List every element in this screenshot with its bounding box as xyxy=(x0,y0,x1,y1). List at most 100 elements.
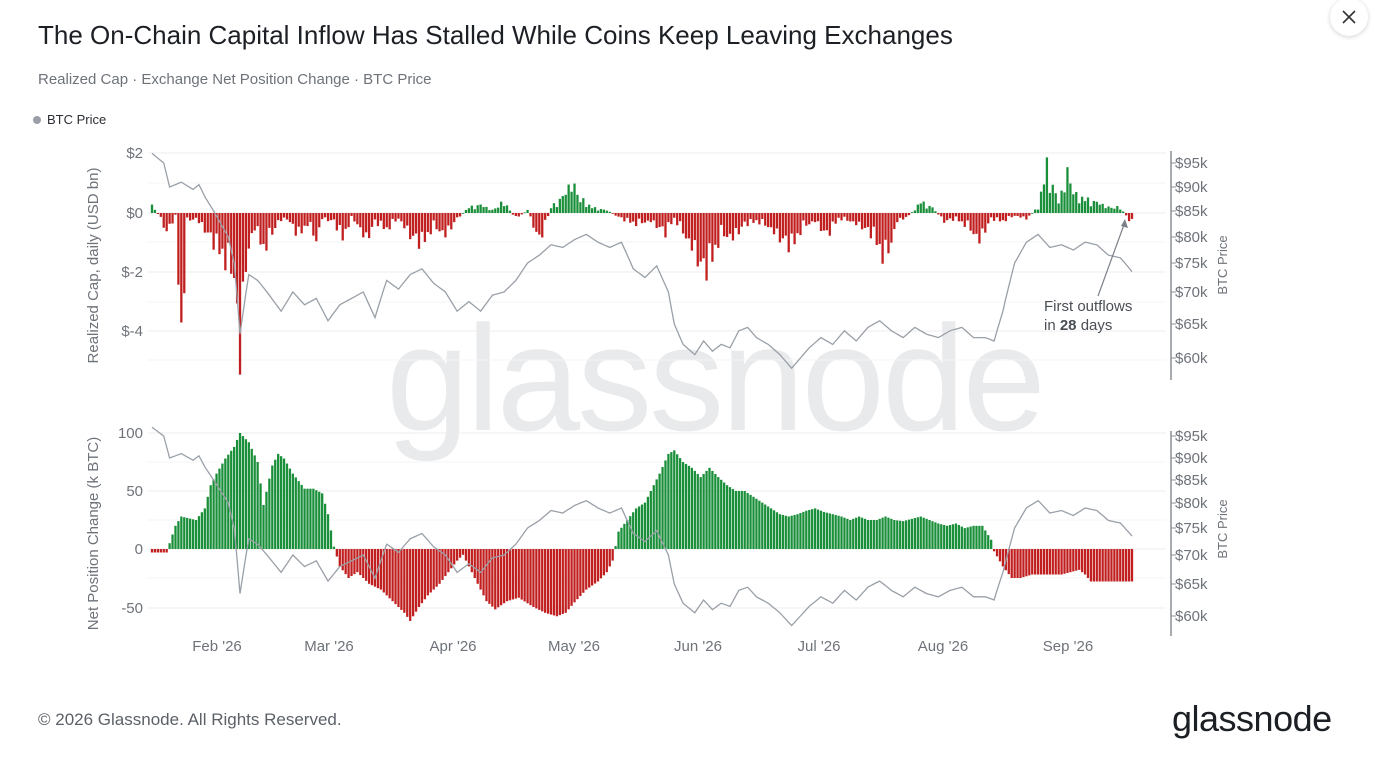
bar xyxy=(922,201,925,213)
y-tick-label: 100 xyxy=(118,425,143,442)
bar xyxy=(1119,209,1122,213)
bar xyxy=(928,520,931,549)
bar xyxy=(837,213,840,218)
bar xyxy=(367,213,371,239)
bar xyxy=(461,213,465,214)
bar xyxy=(338,549,341,567)
bar xyxy=(872,213,875,227)
bar xyxy=(940,213,943,217)
bar xyxy=(658,473,661,549)
bar xyxy=(552,203,556,213)
bar xyxy=(1083,201,1087,213)
bar xyxy=(822,213,826,231)
bar xyxy=(467,549,471,567)
bar xyxy=(761,213,764,219)
bar xyxy=(978,213,981,244)
bar xyxy=(500,201,503,213)
bar xyxy=(1086,197,1090,213)
y-tick-label: $-2 xyxy=(121,264,143,281)
bar xyxy=(388,213,391,230)
bar xyxy=(846,213,849,221)
bar xyxy=(279,213,283,222)
bar xyxy=(332,213,336,220)
bar xyxy=(931,521,934,549)
bar xyxy=(315,490,318,549)
bar xyxy=(805,510,808,549)
bar xyxy=(1045,157,1049,213)
bar xyxy=(1036,209,1040,213)
bar xyxy=(306,213,309,227)
bar xyxy=(1101,549,1104,582)
bar xyxy=(429,549,432,593)
bar xyxy=(904,520,908,549)
y-tick-label: 0 xyxy=(135,541,143,558)
bar xyxy=(661,213,664,227)
bar xyxy=(796,213,799,234)
bar xyxy=(1124,549,1128,582)
bar xyxy=(890,213,893,243)
bar xyxy=(567,184,570,213)
bar xyxy=(535,549,538,609)
bar xyxy=(344,213,347,229)
bar xyxy=(588,549,591,588)
bar xyxy=(541,549,544,612)
bar xyxy=(1098,549,1101,582)
bar xyxy=(200,213,204,223)
bar xyxy=(596,549,600,582)
bar xyxy=(887,517,890,549)
bar xyxy=(960,526,963,549)
bar xyxy=(664,460,667,549)
bar xyxy=(291,213,294,224)
bar xyxy=(570,191,573,213)
bar xyxy=(309,488,312,549)
bar xyxy=(828,213,831,236)
bar xyxy=(673,450,676,549)
bar xyxy=(221,463,224,549)
bar xyxy=(934,211,937,213)
bar xyxy=(702,473,705,549)
bar xyxy=(881,517,884,549)
legend[interactable]: BTC Price xyxy=(33,112,106,127)
bar xyxy=(617,531,620,549)
bar xyxy=(664,213,667,238)
bar xyxy=(235,213,239,304)
bar xyxy=(585,549,588,590)
bar xyxy=(282,213,286,218)
bar xyxy=(464,209,468,213)
bar xyxy=(546,213,550,217)
bar xyxy=(191,213,195,220)
bar xyxy=(379,549,383,590)
bar xyxy=(790,515,793,549)
bar xyxy=(291,473,294,549)
bar xyxy=(329,530,333,549)
x-tick-label: Aug '26 xyxy=(918,638,968,655)
x-tick-label: Apr '26 xyxy=(429,638,476,655)
bar xyxy=(450,213,453,230)
bar xyxy=(1107,206,1110,213)
bar xyxy=(227,213,230,243)
bar xyxy=(643,502,647,549)
bar xyxy=(265,213,268,251)
bar xyxy=(1060,190,1063,213)
bar xyxy=(482,549,485,596)
bar xyxy=(869,520,873,549)
bar xyxy=(992,549,996,552)
bar xyxy=(992,213,996,221)
bar xyxy=(849,520,852,549)
close-button[interactable] xyxy=(1330,0,1368,36)
bar xyxy=(1025,213,1028,220)
charts-svg: $2 $0 $-2 $-4 Realized Cap, daily (USD bn) $9… xyxy=(85,145,1230,655)
bar xyxy=(907,519,911,549)
page-subtitle: Realized Cap · Exchange Net Position Cha… xyxy=(38,71,432,88)
bar xyxy=(567,549,570,610)
bar xyxy=(676,454,679,549)
bar xyxy=(643,213,647,223)
bar xyxy=(453,549,456,565)
y2-tick-label: $80k xyxy=(1175,229,1208,246)
bar xyxy=(831,213,834,222)
brand-logo: glassnode xyxy=(1172,698,1332,739)
bar xyxy=(359,549,362,576)
bar xyxy=(461,549,465,555)
bar xyxy=(347,213,350,228)
bar xyxy=(852,518,855,549)
